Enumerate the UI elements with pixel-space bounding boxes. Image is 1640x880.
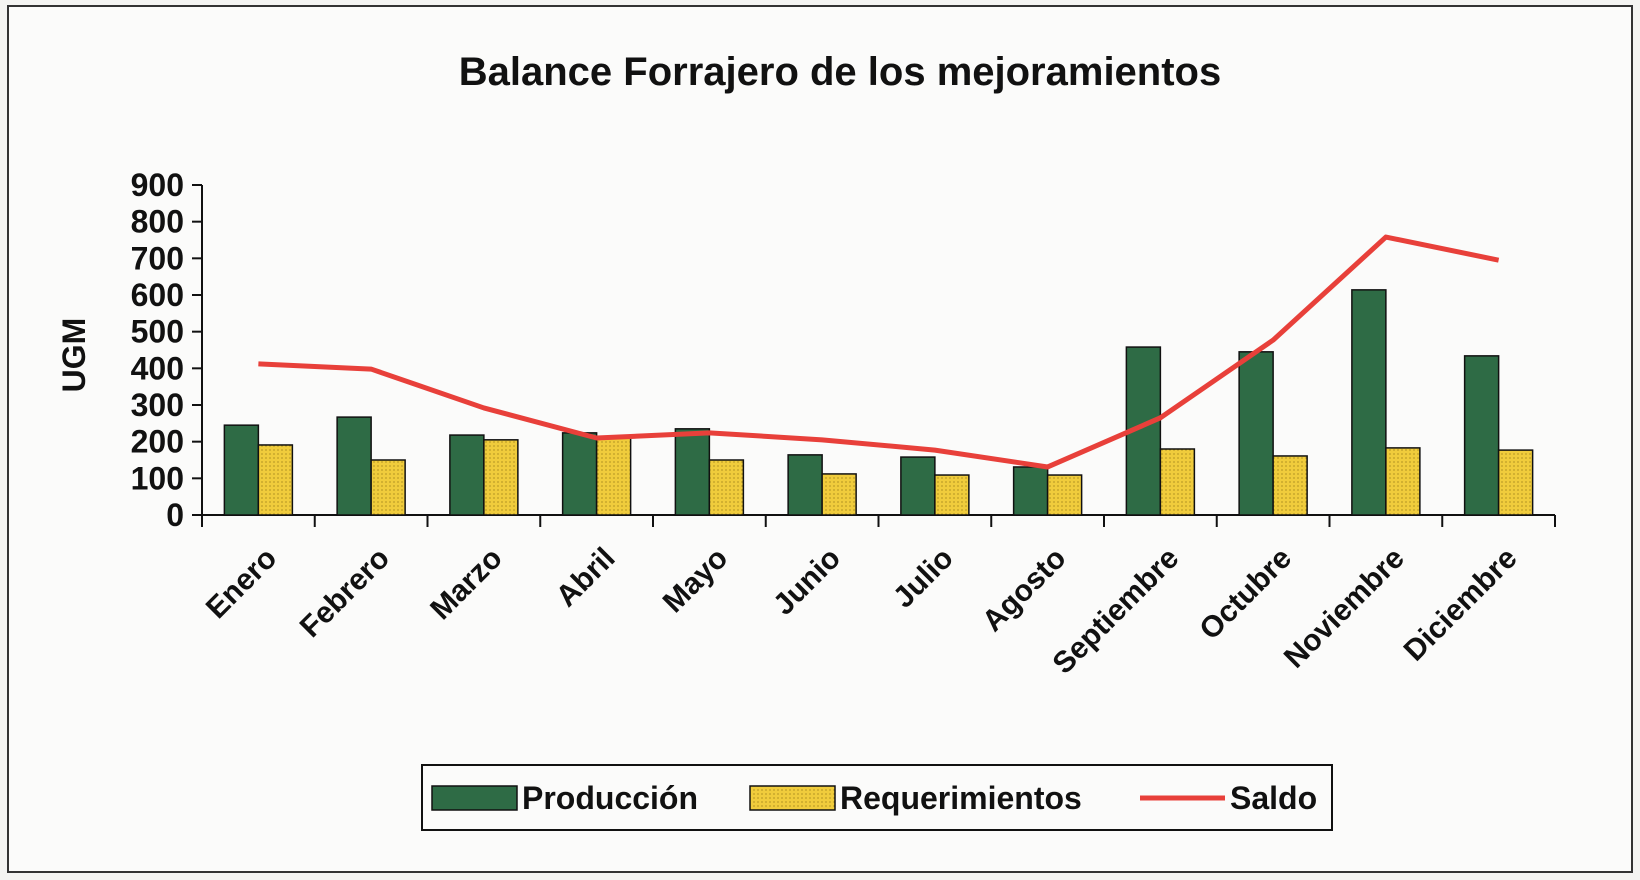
bar <box>483 439 519 516</box>
bar <box>821 473 857 516</box>
legend-swatch <box>749 785 836 811</box>
y-tick-label: 600 <box>131 277 184 313</box>
y-tick-label: 900 <box>131 167 184 203</box>
y-tick-label: 300 <box>131 387 184 423</box>
bar <box>595 436 632 516</box>
bar <box>674 428 711 516</box>
chart-title: Balance Forrajero de los mejoramientos <box>459 50 1221 94</box>
bar <box>561 432 598 516</box>
bar <box>1012 466 1049 516</box>
bar <box>708 459 745 516</box>
bar <box>1351 289 1387 516</box>
y-tick-label: 400 <box>131 350 184 386</box>
bar <box>449 434 485 516</box>
bar <box>336 416 372 516</box>
bar <box>257 444 294 516</box>
y-tick-label: 0 <box>166 497 184 533</box>
y-tick-label: 200 <box>131 424 184 460</box>
bar <box>934 474 970 516</box>
bar <box>1272 455 1308 516</box>
y-tick-label: 700 <box>131 240 184 276</box>
y-axis-label: UGM <box>56 318 92 393</box>
bar <box>1238 351 1274 516</box>
y-tick-label: 100 <box>131 460 184 496</box>
bar <box>223 424 260 516</box>
line-series <box>258 234 1500 470</box>
bar <box>1497 449 1534 516</box>
legend-label: Saldo <box>1230 780 1317 816</box>
legend-label: Producción <box>522 780 698 816</box>
bar <box>370 459 406 516</box>
legend-label: Requerimientos <box>840 780 1082 816</box>
bar <box>1046 474 1083 516</box>
bar <box>1159 448 1196 516</box>
bar <box>900 456 936 516</box>
bar <box>1385 447 1421 516</box>
bar <box>1463 355 1500 516</box>
y-tick-label: 800 <box>131 204 184 240</box>
y-tick-label: 500 <box>131 314 184 350</box>
legend-swatch <box>431 785 518 811</box>
bar <box>787 454 823 516</box>
